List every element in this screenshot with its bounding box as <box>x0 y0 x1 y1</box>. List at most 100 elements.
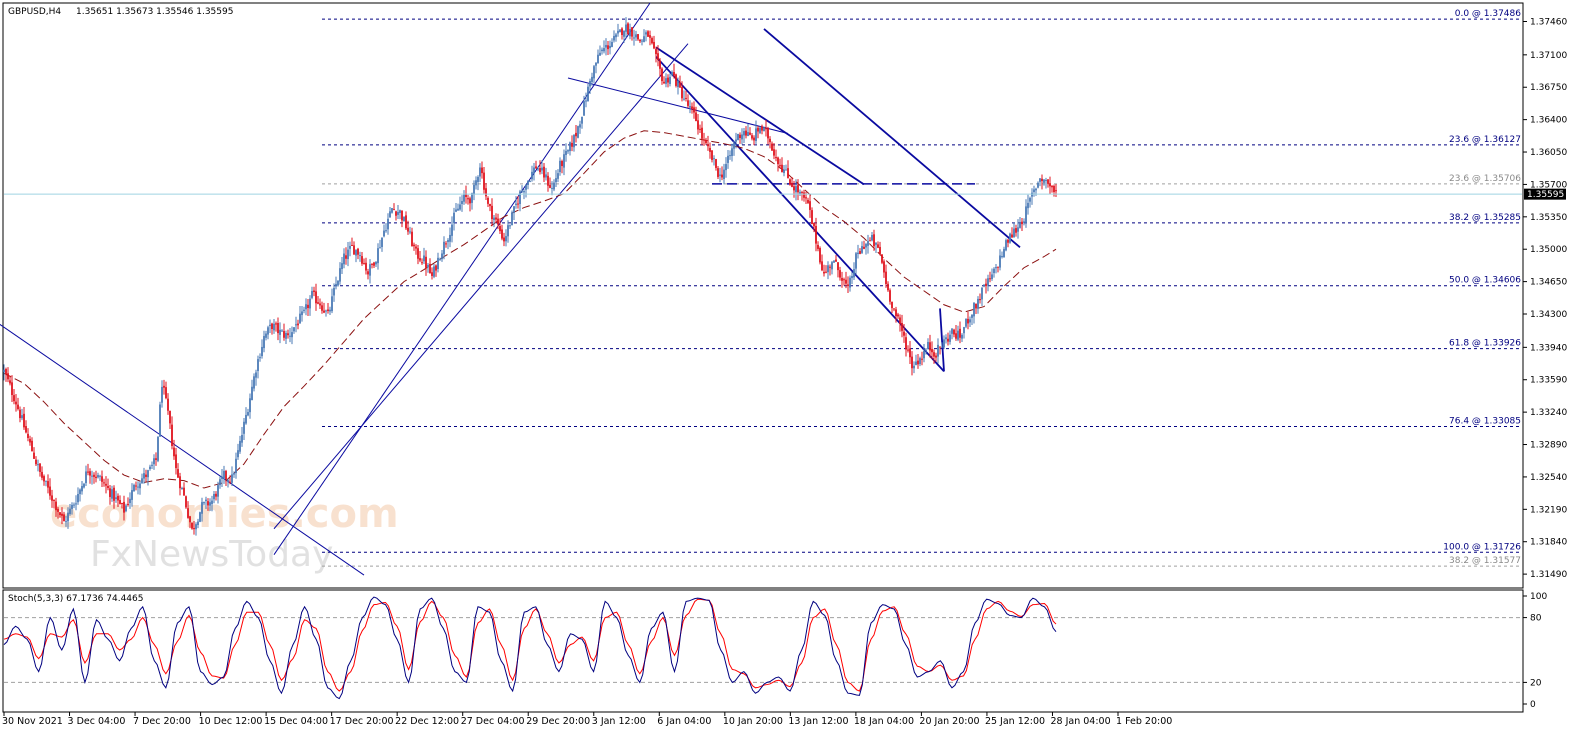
candle-body <box>615 34 617 38</box>
candle-body <box>299 313 301 324</box>
candle-body <box>481 167 483 174</box>
candle-body <box>33 452 35 459</box>
candle-body <box>13 395 15 402</box>
time-tick-label: 25 Jan 12:00 <box>985 716 1045 727</box>
candle-body <box>443 241 445 255</box>
candle-body <box>63 514 65 522</box>
candle-body <box>941 346 943 348</box>
candle-body <box>811 210 813 225</box>
candle-body <box>497 218 499 225</box>
candle-body <box>87 471 89 473</box>
candle-body <box>655 48 657 55</box>
price-tick-label: 1.34300 <box>1530 310 1567 320</box>
fib-label: 23.6 @ 1.35706 <box>1449 174 1521 184</box>
fib-label: 23.6 @ 1.36127 <box>1449 135 1521 145</box>
candle-body <box>127 503 129 505</box>
candle-body <box>719 174 721 176</box>
candle-body <box>11 382 13 395</box>
candle-body <box>237 450 239 458</box>
candle-body <box>1045 179 1047 181</box>
candle-body <box>471 193 473 203</box>
candle-body <box>107 486 109 488</box>
candle-body <box>1033 189 1035 192</box>
candle-body <box>335 283 337 287</box>
candle-body <box>1043 179 1045 183</box>
candle-body <box>1039 178 1041 182</box>
candle-body <box>937 344 939 357</box>
candle-body <box>749 132 751 135</box>
watermark-logo: economies.com FxNewsToday <box>50 491 399 575</box>
candle-body <box>125 505 127 512</box>
candle-body <box>637 34 639 40</box>
fib-label: 38.2 @ 1.31577 <box>1449 556 1521 566</box>
candle-body <box>579 124 581 128</box>
candle-body <box>53 500 55 502</box>
candle-body <box>833 260 835 263</box>
candle-body <box>929 342 931 351</box>
candle-body <box>867 240 869 246</box>
candle-body <box>43 476 45 482</box>
candle-body <box>643 36 645 42</box>
candle-body <box>3 369 5 373</box>
candle-body <box>685 97 687 99</box>
candle-body <box>913 365 915 369</box>
candle-body <box>663 81 665 84</box>
candle-body <box>971 314 973 318</box>
candle-body <box>425 256 427 268</box>
candle-body <box>185 496 187 508</box>
price-tick-label: 1.34650 <box>1530 278 1567 288</box>
candle-body <box>619 29 621 33</box>
candle-body <box>109 488 111 497</box>
candle-body <box>103 482 105 484</box>
candle-body <box>319 303 321 306</box>
candle-body <box>69 508 71 515</box>
candle-body <box>1005 240 1007 251</box>
candle-body <box>307 304 309 309</box>
candle-body <box>761 126 763 131</box>
candle-body <box>649 35 651 38</box>
candle-body <box>397 212 399 215</box>
time-tick-label: 1 Feb 20:00 <box>1116 716 1172 727</box>
price-tick-label: 1.36750 <box>1530 83 1567 93</box>
candle-body <box>149 466 151 470</box>
candle-body <box>79 489 81 495</box>
candle-body <box>687 100 689 106</box>
candle-body <box>717 168 719 177</box>
candle-body <box>853 269 855 278</box>
price-tick-label: 1.32190 <box>1530 505 1567 515</box>
watermark-line2: FxNewsToday <box>90 534 333 575</box>
candle-body <box>249 398 251 413</box>
candle-body <box>273 323 275 331</box>
candle-body <box>115 497 117 499</box>
candle-body <box>67 512 69 522</box>
candle-body <box>1013 228 1015 238</box>
candle-body <box>429 263 431 274</box>
candle-body <box>599 52 601 56</box>
candle-body <box>987 278 989 286</box>
candle-body <box>849 277 851 288</box>
candle-body <box>447 240 449 243</box>
candle-body <box>557 173 559 179</box>
candle-body <box>477 176 479 182</box>
candle-body <box>377 248 379 264</box>
candle-body <box>683 98 685 100</box>
candle-body <box>295 324 297 326</box>
time-tick-label: 13 Jan 12:00 <box>788 716 848 727</box>
time-axis: 30 Nov 2021 3 Dec 04:00 7 Dec 20:00 10 Dec … <box>2 712 1172 727</box>
candle-body <box>359 255 361 257</box>
candle-body <box>909 348 911 358</box>
candle-body <box>427 264 429 268</box>
candle-body <box>879 246 881 254</box>
candle-body <box>177 469 179 478</box>
candle-body <box>843 279 845 281</box>
candle-body <box>27 433 29 438</box>
candle-body <box>965 318 967 327</box>
candle-body <box>375 261 377 265</box>
candle-body <box>827 265 829 273</box>
candle-body <box>293 327 295 332</box>
price-tick-label: 1.35000 <box>1530 245 1567 255</box>
candle-body <box>639 39 641 42</box>
candle-body <box>499 226 501 232</box>
candle-body <box>301 311 303 316</box>
candle-body <box>1017 227 1019 232</box>
